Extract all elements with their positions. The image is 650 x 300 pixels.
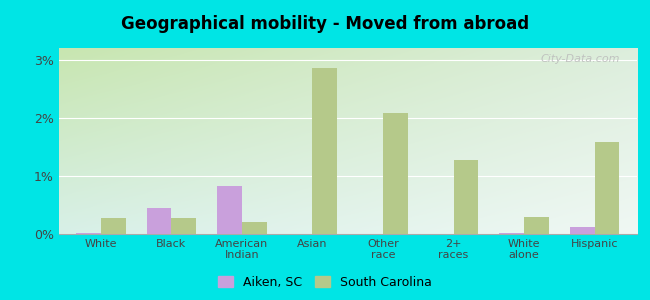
Text: Geographical mobility - Moved from abroad: Geographical mobility - Moved from abroa…: [121, 15, 529, 33]
Bar: [147, 208, 172, 234]
Bar: [499, 233, 524, 234]
Bar: [101, 218, 125, 234]
Bar: [383, 113, 408, 234]
Text: City-Data.com: City-Data.com: [540, 54, 619, 64]
Bar: [217, 186, 242, 234]
Bar: [570, 227, 595, 234]
Bar: [76, 233, 101, 234]
Bar: [172, 218, 196, 234]
Bar: [454, 160, 478, 234]
Bar: [595, 142, 619, 234]
Bar: [242, 222, 266, 234]
Bar: [524, 217, 549, 234]
Legend: Aiken, SC, South Carolina: Aiken, SC, South Carolina: [213, 271, 437, 294]
Bar: [313, 68, 337, 234]
